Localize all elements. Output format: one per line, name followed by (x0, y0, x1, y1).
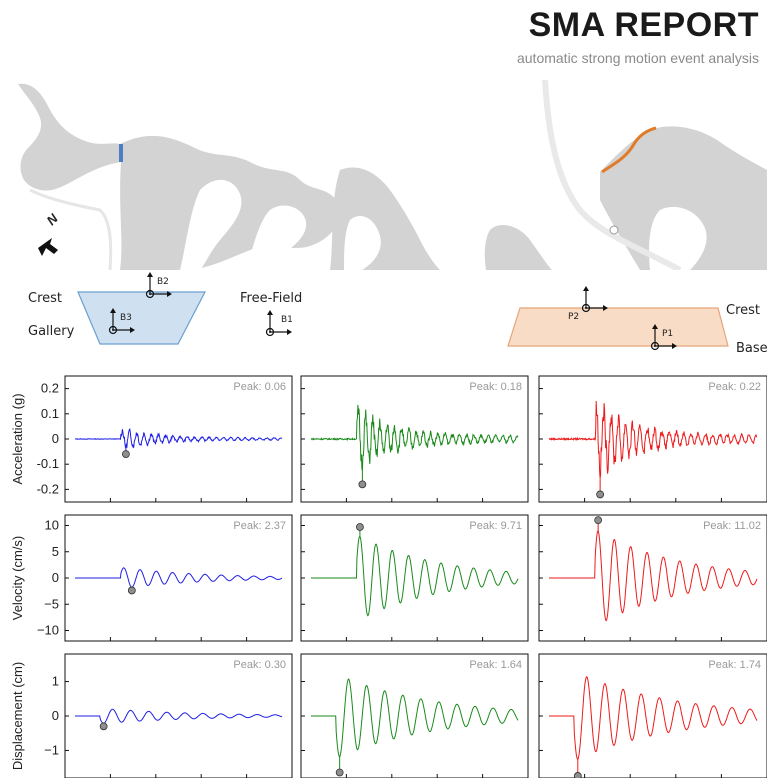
peak-marker (594, 516, 603, 525)
y-tick-label: 0.1 (41, 406, 59, 421)
peak-marker (121, 450, 130, 459)
y-tick-label: -0.1 (37, 456, 59, 471)
peak-marker (127, 586, 136, 595)
peak-label: Peak: 1.74 (708, 659, 761, 671)
peak-label: Peak: 0.18 (469, 381, 522, 393)
series-line (548, 400, 758, 479)
freefield-section: Free-Field B1 (240, 291, 302, 337)
svg-text:B3: B3 (120, 313, 132, 323)
peak-label: Peak: 9.71 (469, 520, 522, 532)
peak-label: Peak: 11.02 (703, 520, 761, 532)
chart-velocity-1: 10 5 0 −5 −10 Velocity (cm/s) Peak: 2.37 (10, 514, 293, 642)
right-base-label: Base (736, 341, 767, 356)
chart-displacement-2: Peak: 1.64 (300, 653, 529, 778)
y-tick-label: −10 (37, 623, 59, 638)
plot-frame (64, 653, 293, 778)
right-crest-label: Crest (726, 303, 760, 318)
left-dam-section: Crest Gallery B2 B3 (28, 272, 206, 345)
plot-frame (300, 653, 529, 778)
svg-text:P2: P2 (568, 312, 579, 322)
y-tick-label: 5 (52, 544, 59, 559)
right-dam-marker (601, 126, 657, 174)
report-title: SMA REPORT (528, 6, 759, 44)
right-dam-section: Crest Base P2 P1 (507, 286, 767, 356)
y-axis-label: Acceleration (g) (10, 393, 25, 484)
sensor-b3-icon: B3 (108, 308, 135, 335)
peak-label: Peak: 2.37 (233, 520, 286, 532)
left-crest-label: Crest (28, 291, 62, 306)
y-tick-label: 0.2 (41, 381, 59, 396)
site-maps: N (18, 79, 767, 270)
y-tick-label: 10 (45, 518, 59, 533)
sensor-b1-icon: B1 (265, 310, 293, 337)
chart-velocity-2: Peak: 9.71 (300, 514, 529, 642)
peak-marker (335, 768, 344, 777)
series-line (549, 530, 758, 622)
right-map (484, 126, 767, 270)
y-tick-label: 0 (52, 570, 59, 585)
y-tick-label: −1 (44, 742, 59, 757)
svg-text:P1: P1 (662, 329, 673, 339)
chart-acceleration-2: Peak: 0.18 (300, 375, 529, 503)
svg-text:B2: B2 (157, 277, 169, 287)
y-tick-label: -0.2 (37, 481, 59, 496)
y-tick-label: −5 (44, 596, 59, 611)
sensor-b2-icon: B2 (145, 272, 172, 299)
peak-label: Peak: 0.06 (233, 381, 286, 393)
left-map (18, 83, 440, 270)
chart-displacement-1: 1 0 −1 Displacement (cm) Peak: 0.30 (10, 653, 293, 778)
peak-label: Peak: 0.30 (233, 659, 286, 671)
series-line (549, 676, 758, 760)
series-line (310, 404, 519, 471)
y-tick-label: 1 (52, 674, 59, 689)
freefield-label-text: Free-Field (240, 291, 302, 306)
y-axis-label: Velocity (cm/s) (10, 536, 25, 621)
y-tick-label: 0 (52, 708, 59, 723)
y-axis-label: Displacement (cm) (10, 662, 25, 770)
y-tick-label: 0 (52, 431, 59, 446)
right-road-marker-icon (609, 225, 619, 235)
plot-frame (300, 514, 529, 642)
peak-label: Peak: 0.22 (708, 381, 761, 393)
chart-acceleration-1: 0.2 0.1 0 -0.1 -0.2 Acceleration (g) Peak: 0.0… (10, 375, 293, 503)
left-river-line (29, 188, 113, 270)
sensor-p1-icon: P1 (650, 324, 677, 351)
chart-displacement-3: Peak: 1.74 (538, 653, 767, 778)
peak-label: Peak: 1.64 (469, 659, 522, 671)
chart-velocity-3: Peak: 11.02 (538, 514, 767, 642)
sensor-p2-icon: P2 (568, 286, 608, 322)
peak-marker (358, 480, 367, 489)
series-line (74, 428, 283, 449)
sensor-schematics: Crest Gallery B2 B3 Free-Field (28, 272, 767, 356)
svg-text:B1: B1 (281, 315, 293, 325)
peak-marker (99, 722, 108, 731)
chart-acceleration-3: Peak: 0.22 (538, 375, 767, 503)
right-road (542, 79, 682, 270)
peak-marker (573, 772, 582, 778)
series-line (75, 708, 283, 724)
series-line (75, 567, 283, 588)
series-line (311, 678, 519, 758)
series-line (311, 535, 519, 617)
peak-marker (596, 490, 605, 499)
report-subtitle: automatic strong motion event analysis (516, 50, 759, 66)
peak-marker (356, 523, 364, 531)
left-gallery-label: Gallery (28, 324, 75, 339)
